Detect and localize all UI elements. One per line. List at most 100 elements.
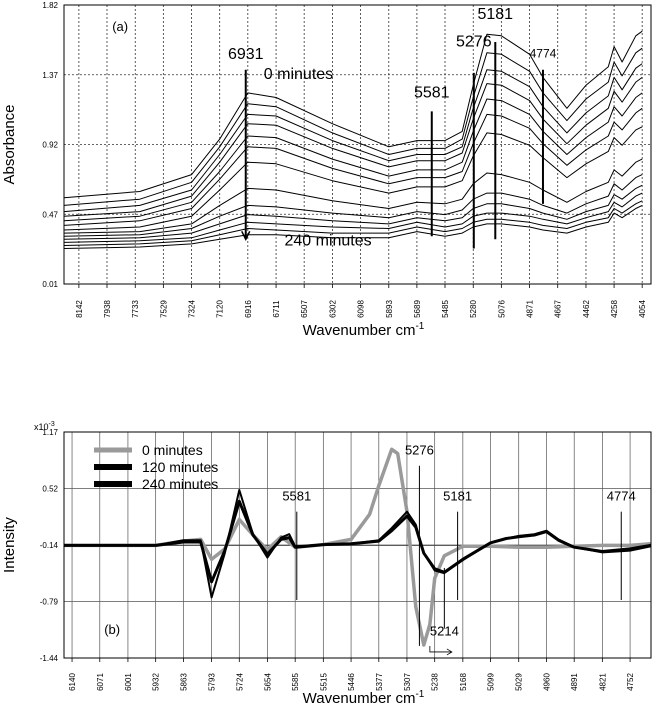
x-tick-label: 5076 bbox=[497, 300, 506, 318]
panel-b-x-axis-label-superscript: -1 bbox=[415, 689, 424, 700]
y-tick-label: 1.17 bbox=[42, 428, 58, 437]
panel-a-series-group bbox=[63, 30, 643, 249]
x-tick-label: 6302 bbox=[328, 300, 337, 318]
x-tick-label: 6916 bbox=[244, 300, 253, 318]
x-tick-label: 4752 bbox=[626, 673, 635, 691]
y-tick-label: 0.01 bbox=[42, 280, 58, 289]
legend-label: 240 minutes bbox=[142, 476, 218, 492]
x-tick-label: 4258 bbox=[610, 300, 619, 318]
x-tick-label: 7120 bbox=[216, 300, 225, 318]
panel-b-y-ticks: 1.17 0.52 -0.14 -0.79 -1.44 bbox=[40, 428, 59, 663]
y-tick-label: 0.92 bbox=[42, 141, 58, 150]
x-tick-label: 5689 bbox=[413, 300, 422, 318]
annotation-label: 6931 bbox=[228, 46, 264, 63]
x-tick-label: 7324 bbox=[188, 300, 197, 318]
x-tick-label: 6711 bbox=[272, 300, 281, 318]
panel-b-annotations: (b) 5581 5276 5181 5214 4774 bbox=[104, 443, 636, 656]
x-tick-label: 5099 bbox=[487, 673, 496, 691]
series-line-2 bbox=[63, 47, 643, 206]
x-tick-label: 5446 bbox=[347, 673, 356, 691]
annotation-label: 5181 bbox=[477, 6, 513, 23]
panel-b-y-multiplier-superscript: -3 bbox=[49, 421, 55, 428]
x-tick-label: 7733 bbox=[131, 300, 140, 318]
x-tick-label: 5585 bbox=[291, 673, 300, 691]
x-tick-label: 5485 bbox=[441, 300, 450, 318]
panel-b-y-axis-label: Intensity bbox=[1, 517, 18, 573]
x-tick-label: 5515 bbox=[319, 673, 328, 691]
x-tick-label: 5168 bbox=[459, 673, 468, 691]
x-tick-label: 4821 bbox=[598, 673, 607, 691]
panel-b-x-axis-label-text: Wavenumber cm bbox=[303, 690, 416, 707]
x-tick-label: 4667 bbox=[554, 300, 563, 318]
x-tick-label: 5238 bbox=[431, 673, 440, 691]
annotation-label: 4774 bbox=[530, 46, 557, 60]
series-line-3 bbox=[63, 63, 643, 213]
x-tick-label: 4960 bbox=[542, 673, 551, 691]
x-tick-label: 4891 bbox=[570, 673, 579, 691]
x-tick-label: 5793 bbox=[208, 673, 217, 691]
x-tick-label: 4871 bbox=[526, 300, 535, 318]
annotation-label: 5581 bbox=[414, 84, 450, 101]
panel-b-series-group bbox=[64, 447, 652, 647]
x-tick-label: 6507 bbox=[300, 300, 309, 318]
x-tick-label: 5377 bbox=[375, 673, 384, 691]
x-tick-label: 7938 bbox=[103, 300, 112, 318]
x-tick-label: 7529 bbox=[159, 300, 168, 318]
annotation-label: 4774 bbox=[607, 488, 636, 503]
panel-b-y-multiplier-text: x10 bbox=[34, 422, 49, 432]
panel-b-y-multiplier: x10-3 bbox=[34, 421, 55, 432]
x-tick-label: 5029 bbox=[515, 673, 524, 691]
panel-a-absorbance-chart: 1.82 1.37 0.92 0.47 0.01 8142 7938 7733 7529 732… bbox=[1, 1, 652, 339]
panel-a-x-axis-label-text: Wavenumber cm bbox=[303, 322, 416, 339]
annotation-label: 5581 bbox=[282, 488, 311, 503]
panel-b-x-ticks: 6140 6071 6001 5932 5863 5793 5724 5654 5585 5515… bbox=[68, 658, 635, 691]
y-tick-label: 1.37 bbox=[42, 71, 58, 80]
annotation-label: 0 minutes bbox=[264, 66, 333, 83]
panel-a-y-ticks: 1.82 1.37 0.92 0.47 0.01 bbox=[42, 1, 58, 289]
y-tick-label: -0.79 bbox=[40, 598, 59, 607]
y-tick-label: -0.14 bbox=[40, 541, 59, 550]
x-tick-label: 5932 bbox=[152, 673, 161, 691]
panel-a-x-ticks: 8142 7938 7733 7529 7324 7120 6916 6711 6507 6302… bbox=[75, 284, 647, 318]
x-tick-label: 8142 bbox=[75, 300, 84, 318]
x-tick-label: 5724 bbox=[235, 673, 244, 691]
legend-label: 0 minutes bbox=[142, 442, 203, 458]
annotation-arrowhead bbox=[241, 230, 251, 241]
annotation-label: 240 minutes bbox=[284, 232, 371, 249]
y-tick-label: 1.82 bbox=[42, 1, 58, 10]
x-tick-label: 6001 bbox=[124, 673, 133, 691]
series-line-5 bbox=[63, 92, 643, 222]
x-tick-label: 5893 bbox=[385, 300, 394, 318]
annotation-label: 5276 bbox=[456, 34, 492, 51]
annotation-shift-arrow bbox=[429, 645, 453, 656]
x-tick-label: 5863 bbox=[179, 673, 188, 691]
panel-a-x-axis-label: Wavenumber cm-1 bbox=[303, 321, 425, 339]
annotation-label: (b) bbox=[104, 622, 120, 637]
y-tick-label: -1.44 bbox=[40, 654, 59, 663]
panel-a-x-axis-label-superscript: -1 bbox=[415, 321, 424, 332]
annotation-label: 5276 bbox=[405, 443, 434, 458]
x-tick-label: 4054 bbox=[638, 300, 647, 318]
panel-a-plot-frame bbox=[63, 4, 652, 285]
x-tick-label: 6098 bbox=[357, 300, 366, 318]
x-tick-label: 6140 bbox=[68, 673, 77, 691]
panel-a-y-axis-label: Absorbance bbox=[1, 104, 18, 184]
annotation-label: 5214 bbox=[430, 623, 459, 638]
annotation-label: 5181 bbox=[443, 488, 472, 503]
panel-b-x-axis-label: Wavenumber cm-1 bbox=[303, 689, 425, 707]
series-line-240-minutes bbox=[64, 489, 652, 599]
y-tick-label: 0.47 bbox=[42, 210, 58, 219]
x-tick-label: 6071 bbox=[96, 673, 105, 691]
x-tick-label: 5307 bbox=[403, 673, 412, 691]
annotation-label: (a) bbox=[112, 19, 128, 34]
x-tick-label: 4462 bbox=[582, 300, 591, 318]
x-tick-label: 5280 bbox=[469, 300, 478, 318]
y-tick-label: 0.52 bbox=[42, 485, 58, 494]
panel-b-intensity-chart: 1.17 0.52 -0.14 -0.79 -1.44 6140 6071 6001 5932… bbox=[1, 421, 652, 707]
legend-label: 120 minutes bbox=[142, 459, 218, 475]
x-tick-label: 5654 bbox=[263, 673, 272, 691]
panel-b-plot-frame bbox=[63, 431, 652, 659]
